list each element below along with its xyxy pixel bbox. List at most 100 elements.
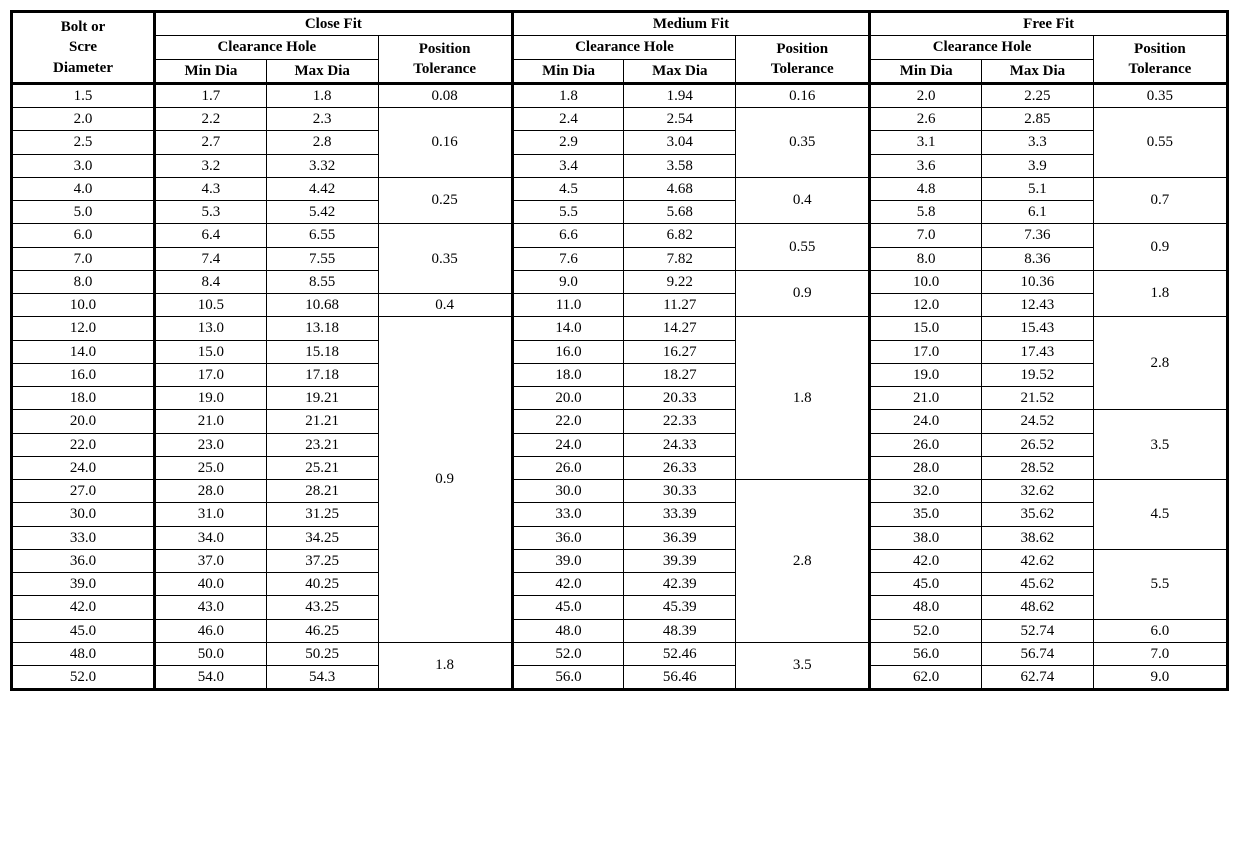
cell: 36.0 xyxy=(512,526,624,549)
cell: 7.55 xyxy=(266,247,378,270)
fit-table: Bolt orScreDiameter Close Fit Medium Fit… xyxy=(10,10,1229,691)
cell: 42.0 xyxy=(512,573,624,596)
cell: 21.52 xyxy=(982,387,1094,410)
cell: 3.6 xyxy=(870,154,982,177)
cell: 26.33 xyxy=(624,456,736,479)
cell: 19.21 xyxy=(266,387,378,410)
cell: 28.0 xyxy=(155,480,267,503)
cell: 14.27 xyxy=(624,317,736,340)
table-row: 22.023.023.2124.024.3326.026.52 xyxy=(12,433,1228,456)
cell: 35.0 xyxy=(870,503,982,526)
cell: 0.16 xyxy=(736,83,870,107)
hdr-close-max: Max Dia xyxy=(266,59,378,83)
cell: 0.35 xyxy=(378,224,512,294)
cell: 16.0 xyxy=(512,340,624,363)
cell: 0.55 xyxy=(736,224,870,271)
cell: 0.9 xyxy=(378,317,512,643)
cell: 42.62 xyxy=(982,549,1094,572)
cell: 17.43 xyxy=(982,340,1094,363)
cell: 42.39 xyxy=(624,573,736,596)
cell: 25.21 xyxy=(266,456,378,479)
cell: 14.0 xyxy=(512,317,624,340)
cell: 4.0 xyxy=(12,177,155,200)
cell: 2.25 xyxy=(982,83,1094,107)
cell: 12.0 xyxy=(870,294,982,317)
cell: 24.52 xyxy=(982,410,1094,433)
cell: 26.0 xyxy=(512,456,624,479)
cell: 5.0 xyxy=(12,201,155,224)
cell: 1.94 xyxy=(624,83,736,107)
cell: 32.0 xyxy=(870,480,982,503)
cell: 18.0 xyxy=(512,363,624,386)
cell: 16.0 xyxy=(12,363,155,386)
cell: 28.0 xyxy=(870,456,982,479)
cell: 38.0 xyxy=(870,526,982,549)
cell: 2.0 xyxy=(870,83,982,107)
table-row: 6.06.46.550.356.66.820.557.07.360.9 xyxy=(12,224,1228,247)
table-row: 1.51.71.80.081.81.940.162.02.250.35 xyxy=(12,83,1228,107)
hdr-medium: Medium Fit xyxy=(512,12,870,36)
cell: 30.33 xyxy=(624,480,736,503)
cell: 2.4 xyxy=(512,108,624,131)
cell: 5.1 xyxy=(982,177,1094,200)
cell: 13.18 xyxy=(266,317,378,340)
cell: 43.0 xyxy=(155,596,267,619)
cell: 34.25 xyxy=(266,526,378,549)
cell: 7.36 xyxy=(982,224,1094,247)
cell: 24.0 xyxy=(870,410,982,433)
table-row: 20.021.021.2122.022.3324.024.523.5 xyxy=(12,410,1228,433)
cell: 1.8 xyxy=(378,642,512,690)
cell: 10.0 xyxy=(12,294,155,317)
table-header: Bolt orScreDiameter Close Fit Medium Fit… xyxy=(12,12,1228,84)
cell: 17.0 xyxy=(870,340,982,363)
cell: 26.52 xyxy=(982,433,1094,456)
cell: 28.21 xyxy=(266,480,378,503)
cell: 36.0 xyxy=(12,549,155,572)
cell: 1.7 xyxy=(155,83,267,107)
table-row: 39.040.040.2542.042.3945.045.62 xyxy=(12,573,1228,596)
cell: 43.25 xyxy=(266,596,378,619)
cell: 45.62 xyxy=(982,573,1094,596)
cell: 10.68 xyxy=(266,294,378,317)
cell: 52.0 xyxy=(870,619,982,642)
hdr-medium-max: Max Dia xyxy=(624,59,736,83)
cell: 17.0 xyxy=(155,363,267,386)
cell: 1.8 xyxy=(736,317,870,480)
table-body: 1.51.71.80.081.81.940.162.02.250.352.02.… xyxy=(12,83,1228,690)
cell: 5.68 xyxy=(624,201,736,224)
cell: 45.0 xyxy=(512,596,624,619)
cell: 4.5 xyxy=(512,177,624,200)
cell: 31.0 xyxy=(155,503,267,526)
cell: 6.1 xyxy=(982,201,1094,224)
cell: 15.0 xyxy=(870,317,982,340)
cell: 46.25 xyxy=(266,619,378,642)
cell: 48.39 xyxy=(624,619,736,642)
cell: 10.36 xyxy=(982,270,1094,293)
cell: 22.33 xyxy=(624,410,736,433)
table-row: 5.05.35.425.55.685.86.1 xyxy=(12,201,1228,224)
table-row: 18.019.019.2120.020.3321.021.52 xyxy=(12,387,1228,410)
cell: 0.16 xyxy=(378,108,512,178)
table-row: 16.017.017.1818.018.2719.019.52 xyxy=(12,363,1228,386)
cell: 7.82 xyxy=(624,247,736,270)
cell: 30.0 xyxy=(512,480,624,503)
cell: 45.0 xyxy=(12,619,155,642)
cell: 3.58 xyxy=(624,154,736,177)
cell: 7.6 xyxy=(512,247,624,270)
cell: 5.5 xyxy=(1093,549,1227,619)
hdr-free-max: Max Dia xyxy=(982,59,1094,83)
cell: 22.0 xyxy=(12,433,155,456)
hdr-close: Close Fit xyxy=(155,12,513,36)
cell: 39.0 xyxy=(12,573,155,596)
cell: 7.0 xyxy=(1093,642,1227,665)
table-row: 33.034.034.2536.036.3938.038.62 xyxy=(12,526,1228,549)
cell: 7.0 xyxy=(12,247,155,270)
cell: 0.4 xyxy=(736,177,870,224)
table-row: 52.054.054.356.056.4662.062.749.0 xyxy=(12,666,1228,690)
cell: 21.0 xyxy=(870,387,982,410)
cell: 56.74 xyxy=(982,642,1094,665)
cell: 33.0 xyxy=(12,526,155,549)
cell: 33.39 xyxy=(624,503,736,526)
hdr-medium-pos: PositionTolerance xyxy=(736,36,870,84)
cell: 14.0 xyxy=(12,340,155,363)
